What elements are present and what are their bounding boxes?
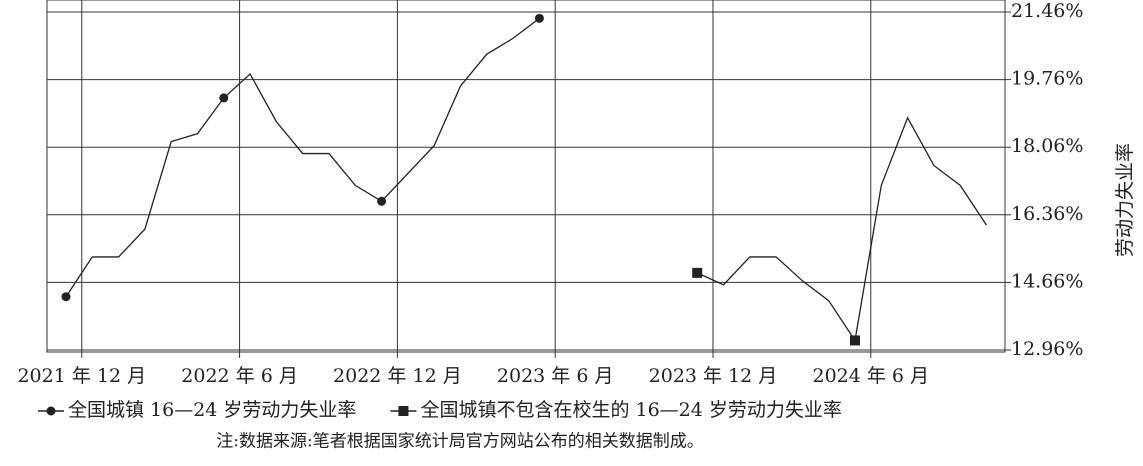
legend-marker <box>46 406 56 416</box>
x-tick-label: 2022 年 6 月 <box>181 365 298 387</box>
point <box>534 13 544 23</box>
y-tick-label: 14.66% <box>1011 270 1083 292</box>
note: 注:数据来源:笔者根据国家统计局官方网站公布的相关数据制成。 <box>216 432 703 452</box>
y-tick-label: 16.36% <box>1011 203 1083 225</box>
y-tick-label: 21.46% <box>1011 0 1083 22</box>
x-tick-label: 2023 年 12 月 <box>649 365 778 387</box>
x-tick-label: 2022 年 12 月 <box>333 365 462 387</box>
x-tick-label: 2023 年 6 月 <box>497 365 614 387</box>
legend-label: 全国城镇不包含在校生的 16—24 岁劳动力失业率 <box>420 399 841 421</box>
x-tick-label: 2021 年 12 月 <box>17 365 146 387</box>
series-line <box>65 17 540 298</box>
y-tick-label: 12.96% <box>1011 338 1083 360</box>
legend-label: 全国城镇 16—24 岁劳动力失业率 <box>68 399 356 421</box>
y-tick-label: 19.76% <box>1011 68 1083 90</box>
plot-frame <box>46 0 1006 353</box>
y-tick-label: 18.06% <box>1011 135 1083 157</box>
point <box>61 292 71 302</box>
point <box>377 196 387 206</box>
point <box>850 335 860 346</box>
y-axis-label: 劳动力失业率 <box>1114 143 1136 257</box>
series-line <box>696 116 988 343</box>
x-tick-label: 2024 年 6 月 <box>812 365 929 387</box>
point <box>219 93 229 103</box>
legend-marker <box>398 406 409 416</box>
point <box>692 267 703 278</box>
